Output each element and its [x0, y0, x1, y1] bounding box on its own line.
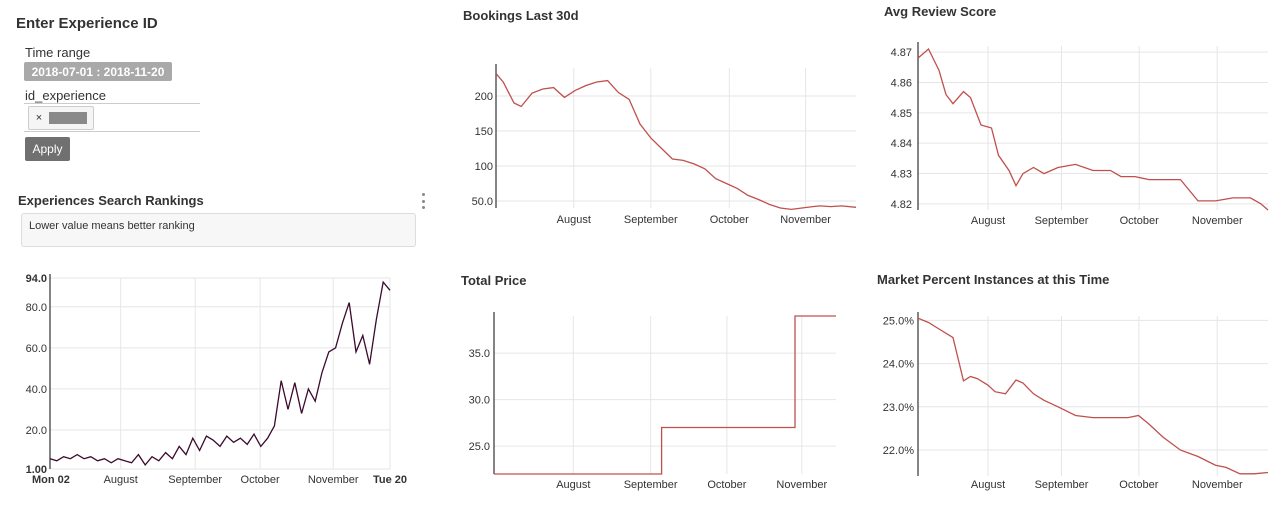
rankings-xtick-label: Tue 20 [373, 474, 407, 486]
rankings-ytick-label: 94.0 [26, 273, 47, 285]
rankings-xtick-label: October [241, 474, 280, 486]
review-series-line [917, 47, 1269, 211]
id-experience-label: id_experience [25, 88, 106, 103]
market-ytick-label: 24.0% [883, 359, 914, 371]
bookings-ytick-label: 200 [475, 91, 493, 103]
rankings-ytick-label: 20.0 [26, 425, 47, 437]
review-ytick-label: 4.83 [891, 169, 912, 181]
bookings-xtick-label: August [557, 214, 591, 226]
review-chart: 4.87 4.86 4.85 4.84 4.83 4.82 August September O… [891, 42, 1269, 227]
bookings-xtick-label: September [624, 214, 678, 226]
market-ytick-label: 23.0% [883, 402, 914, 414]
bookings-series-line [495, 73, 857, 211]
market-series-line [917, 317, 1269, 475]
total-price-ytick-label: 35.0 [469, 348, 490, 360]
total-price-xtick-label: November [776, 479, 827, 491]
id-experience-field[interactable] [24, 103, 200, 132]
bookings-xtick-label: October [710, 214, 749, 226]
review-title: Avg Review Score [884, 4, 997, 19]
market-title: Market Percent Instances at this Time [877, 272, 1110, 287]
market-xtick-label: August [971, 479, 1005, 491]
total-price-series-line [494, 315, 836, 475]
market-xtick-label: November [1192, 479, 1243, 491]
sidebar-title: Enter Experience ID [16, 15, 158, 32]
total-price-chart: 35.0 30.0 25.0 August September October Novemb… [469, 312, 836, 491]
market-ytick-label: 22.0% [883, 445, 914, 457]
total-price-title: Total Price [461, 273, 527, 288]
review-xtick-label: September [1035, 215, 1089, 227]
review-ytick-label: 4.87 [891, 47, 912, 59]
rankings-xtick-label: Mon 02 [32, 474, 70, 486]
total-price-xtick-label: August [556, 479, 590, 491]
review-xtick-label: November [1192, 215, 1243, 227]
market-xtick-label: October [1119, 479, 1158, 491]
bookings-xtick-label: November [780, 214, 831, 226]
rankings-series-line [49, 280, 391, 466]
market-xtick-label: September [1035, 479, 1089, 491]
rankings-xtick-label: November [308, 474, 359, 486]
chip-remove-icon[interactable]: × [35, 112, 43, 124]
review-xtick-label: August [971, 215, 1005, 227]
review-ytick-label: 4.82 [891, 199, 912, 211]
rankings-title: Experiences Search Rankings [18, 193, 204, 208]
bookings-ytick-label: 150 [475, 126, 493, 138]
time-range-slider[interactable]: 2018-07-01 : 2018-11-20 [24, 62, 172, 81]
time-range-label: Time range [25, 45, 91, 60]
rankings-ytick-label: 60.0 [26, 343, 47, 355]
more-options-icon[interactable] [419, 193, 427, 209]
bookings-ytick-label: 100 [475, 161, 493, 173]
review-xtick-label: October [1120, 215, 1159, 227]
rankings-xtick-label: August [104, 474, 138, 486]
bookings-ytick-label: 50.0 [472, 196, 493, 208]
rankings-xtick-label: September [168, 474, 222, 486]
bookings-chart: 200 150 100 50.0 August September October Novem… [472, 64, 857, 226]
id-experience-chip[interactable]: × [28, 106, 94, 130]
market-chart: 25.0% 24.0% 23.0% 22.0% August September Octob… [883, 312, 1269, 491]
rankings-ytick-label: 80.0 [26, 302, 47, 314]
total-price-xtick-label: September [624, 479, 678, 491]
chip-value-redacted [49, 112, 87, 124]
review-ytick-label: 4.86 [891, 77, 912, 89]
market-ytick-label: 25.0% [883, 315, 914, 327]
bookings-title: Bookings Last 30d [463, 8, 579, 23]
total-price-xtick-label: October [707, 479, 746, 491]
apply-button[interactable]: Apply [25, 137, 70, 161]
rankings-description: Lower value means better ranking [21, 213, 416, 247]
total-price-ytick-label: 25.0 [469, 441, 490, 453]
rankings-ytick-label: 1.00 [26, 464, 47, 476]
total-price-ytick-label: 30.0 [469, 395, 490, 407]
review-ytick-label: 4.84 [891, 138, 912, 150]
rankings-ytick-label: 40.0 [26, 384, 47, 396]
review-ytick-label: 4.85 [891, 108, 912, 120]
